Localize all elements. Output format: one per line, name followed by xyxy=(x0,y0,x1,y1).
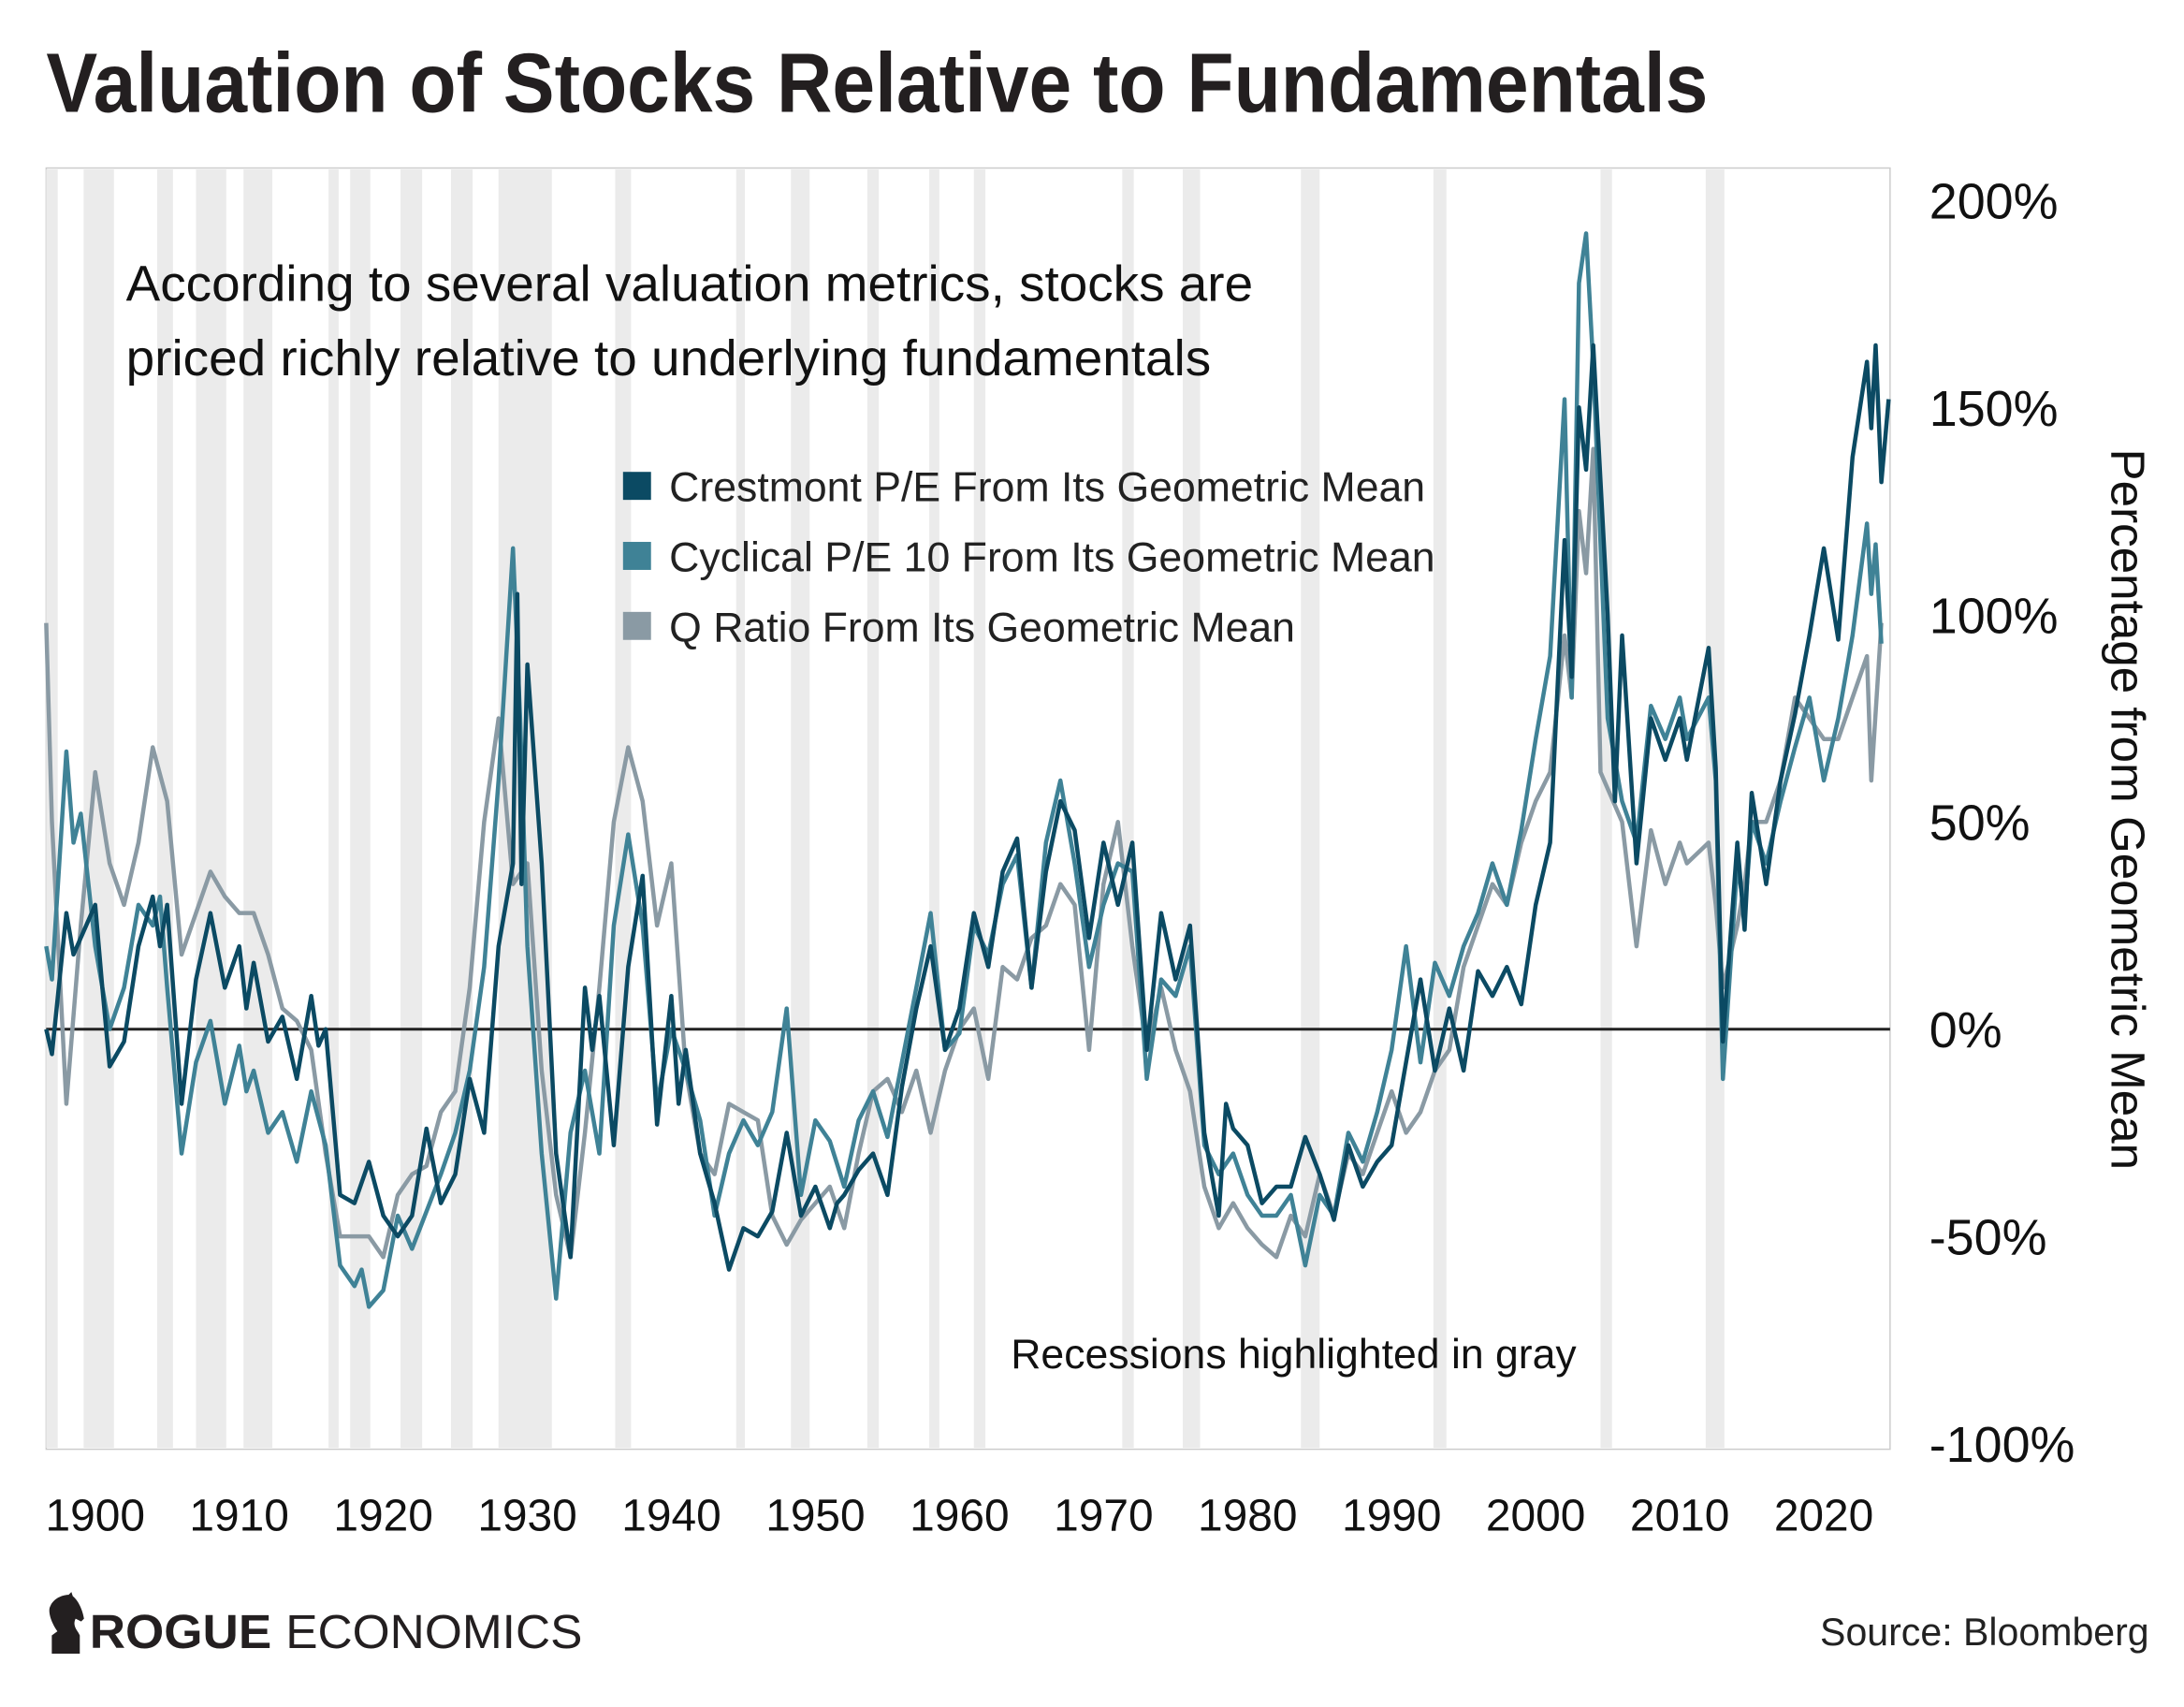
series-line-q xyxy=(44,446,1884,1260)
recession-band xyxy=(328,169,339,1449)
x-tick-label: 1980 xyxy=(1198,1491,1297,1540)
brand-rogue: ROGUE xyxy=(90,1605,272,1658)
y-tick-label: 50% xyxy=(1929,795,2031,852)
x-tick-label: 1910 xyxy=(189,1491,288,1540)
x-tick-label: 2010 xyxy=(1630,1491,1729,1540)
recession-band xyxy=(1122,169,1134,1449)
recession-band xyxy=(1433,169,1447,1449)
legend-label-crestmont: Crestmont P/E From Its Geometric Mean xyxy=(669,463,1425,511)
x-tick-label: 1960 xyxy=(910,1491,1009,1540)
recession-band xyxy=(1301,169,1320,1449)
y-axis-ticks: 200% 150% 100% 50% 0% -50% -100% xyxy=(1929,173,2075,1473)
brand-economics: ECONOMICS xyxy=(285,1605,582,1658)
legend-swatch-q xyxy=(622,611,651,640)
recession-note: Recessions highlighted in gray xyxy=(1011,1330,1577,1378)
x-tick-label: 1950 xyxy=(765,1491,865,1540)
series-lines xyxy=(44,231,1891,1309)
x-tick-label: 1920 xyxy=(333,1491,432,1540)
recession-bands xyxy=(46,169,1725,1449)
legend-label-cyclical: Cyclical P/E 10 From Its Geometric Mean xyxy=(669,533,1434,580)
x-tick-label: 1900 xyxy=(45,1491,144,1540)
series-line-crestmont xyxy=(44,343,1891,1272)
legend-swatch-cyclical xyxy=(622,542,651,570)
annotation-line-2: priced richly relative to underlying fun… xyxy=(126,330,1212,387)
x-axis-ticks: 1900 1910 1920 1930 1940 1950 1960 1970 1980 1990… xyxy=(45,1491,1873,1540)
y-tick-label: -50% xyxy=(1929,1210,2047,1266)
legend-label-q: Q Ratio From Its Geometric Mean xyxy=(669,603,1295,650)
recession-band xyxy=(350,169,371,1449)
recession-band xyxy=(929,169,939,1449)
chart-title: Valuation of Stocks Relative to Fundamen… xyxy=(46,37,1708,131)
brand-logo: ROGUE ECONOMICS xyxy=(49,1592,582,1658)
x-tick-label: 1970 xyxy=(1054,1491,1153,1540)
recession-band xyxy=(83,169,114,1449)
y-tick-label: 100% xyxy=(1929,588,2059,644)
x-tick-label: 2020 xyxy=(1774,1491,1873,1540)
recession-band xyxy=(400,169,423,1449)
plot-area xyxy=(44,167,1891,1451)
recession-band xyxy=(1600,169,1612,1449)
recession-band xyxy=(156,169,173,1449)
legend-swatch-crestmont xyxy=(622,472,651,501)
y-axis-label: Percentage from Geometric Mean xyxy=(2101,449,2154,1171)
recession-band xyxy=(866,169,880,1449)
knight-chess-icon xyxy=(49,1592,84,1655)
x-tick-label: 2000 xyxy=(1486,1491,1585,1540)
x-tick-label: 1990 xyxy=(1342,1491,1441,1540)
y-tick-label: 0% xyxy=(1929,1002,2002,1058)
recession-band xyxy=(973,169,986,1449)
y-tick-label: 200% xyxy=(1929,173,2059,229)
annotation-line-1: According to several valuation metrics, … xyxy=(126,256,1253,313)
source-note: Source: Bloomberg xyxy=(1820,1610,2149,1654)
recession-band xyxy=(243,169,273,1449)
y-tick-label: -100% xyxy=(1929,1417,2075,1473)
recession-band xyxy=(196,169,226,1449)
recession-band xyxy=(735,169,746,1449)
y-tick-label: 150% xyxy=(1929,381,2059,437)
legend: Crestmont P/E From Its Geometric Mean Cy… xyxy=(622,463,1435,650)
series-line-cyclical xyxy=(44,231,1884,1309)
x-tick-label: 1930 xyxy=(477,1491,576,1540)
x-tick-label: 1940 xyxy=(621,1491,721,1540)
